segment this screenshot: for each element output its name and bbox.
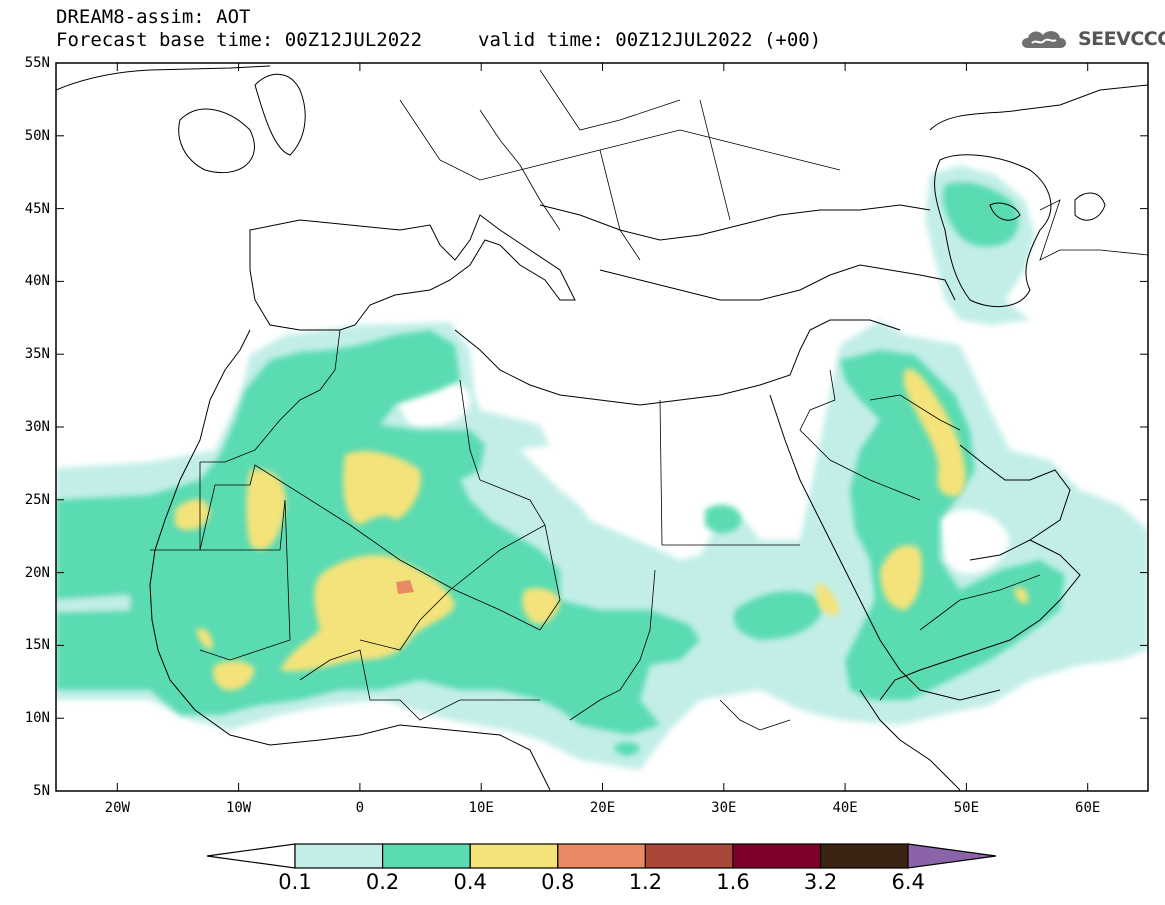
lon-label: 60E [1075,800,1101,816]
lat-label: 35N [24,346,50,363]
lat-label: 25N [24,491,50,508]
aot-layer-0.8 [396,580,414,594]
lat-label: 45N [24,200,50,217]
colorbar-tick-label: 1.6 [716,870,750,894]
colorbar-tick-label: 0.8 [541,870,575,894]
colorbar-underflow [206,843,296,869]
colorbar-swatch [644,843,734,869]
valid-time: valid time: 00Z12JUL2022 (+00) [478,29,822,51]
colorbar-swatch [732,843,822,869]
lat-label: 40N [24,273,50,290]
lat-label: 5N [33,783,50,799]
colorbar-tick-label: 0.4 [453,870,487,894]
colorbar-swatch [294,843,384,869]
seevccc-logo: SEEVCCC [1018,24,1165,54]
colorbar-tick-label: 0.2 [365,870,400,894]
colorbar-swatch [469,843,559,869]
forecast-base-time: Forecast base time: 00Z12JUL2022 [56,29,423,51]
lat-label: 20N [24,564,50,581]
country-borders [150,69,1148,731]
colorbar-tick-label: 6.4 [891,870,925,894]
lon-label: 20W [104,800,130,816]
aot-layer-0.2 [56,182,1065,756]
lon-label: 40E [832,800,858,816]
lon-label: 30E [711,800,737,816]
coastlines [56,65,1148,791]
map-title: DREAM8-assim: AOT [56,6,251,28]
colorbar-tick-label: 3.2 [803,870,838,894]
lat-label: 30N [24,419,50,435]
lon-label: 50E [953,800,980,816]
colorbar-tick-label: 0.1 [278,870,312,894]
lat-label: 50N [24,127,50,144]
lat-label: 15N [24,637,50,654]
colorbar-swatch [557,843,646,869]
lon-label: 10W [225,800,252,816]
lat-label: 10N [24,710,50,727]
lon-label: 10E [468,800,494,816]
colorbar-swatch [382,843,471,869]
colorbar-tick-label: 1.2 [628,870,663,894]
logo-text: SEEVCCC [1078,28,1165,50]
cloud-logo-icon [1022,31,1066,48]
colorbar-overflow [907,843,997,869]
lon-label: 20E [589,800,616,816]
lat-label: 55N [24,55,50,71]
colorbar-swatch [819,843,909,869]
lon-label: 0 [355,800,365,816]
